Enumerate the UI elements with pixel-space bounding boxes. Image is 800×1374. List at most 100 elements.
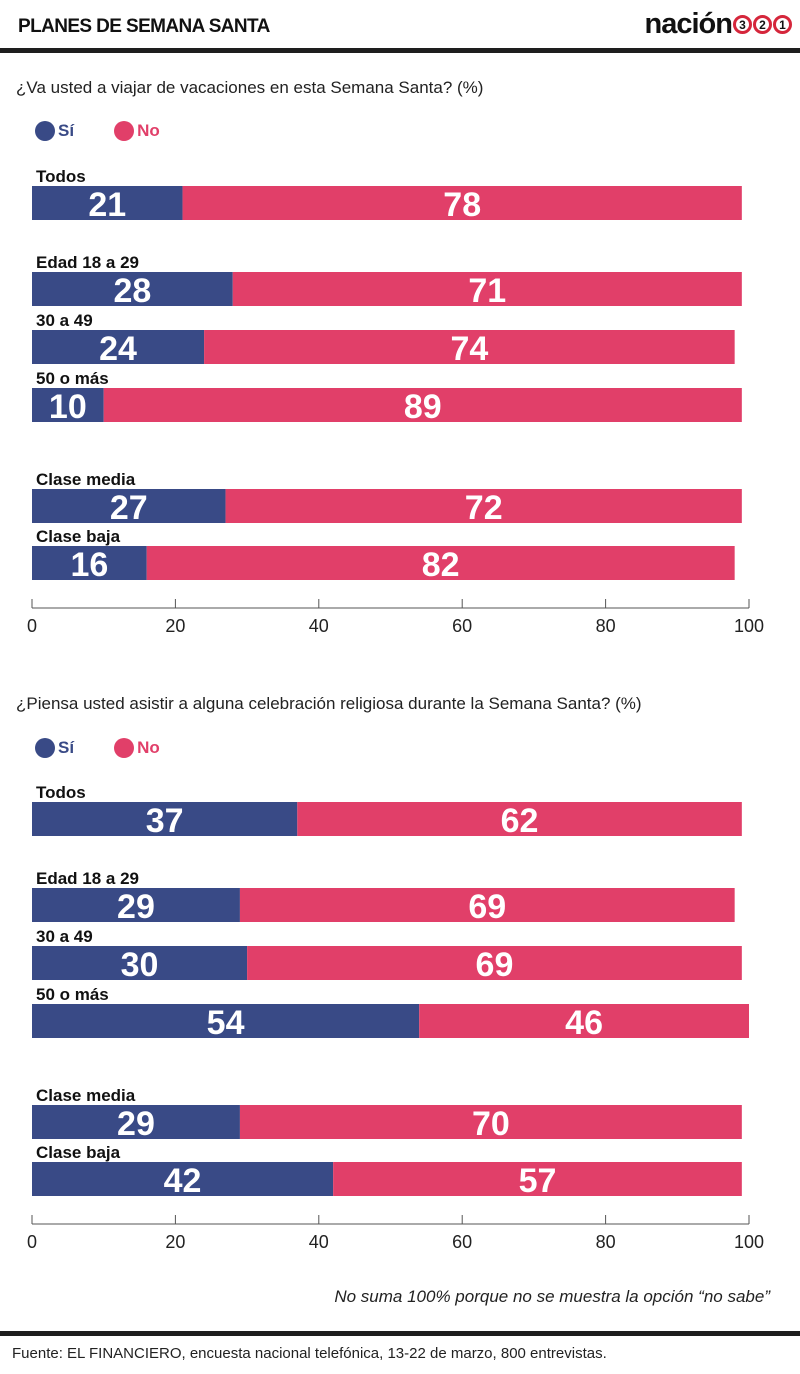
bar-no <box>239 888 735 922</box>
chart-1-title: ¿Va usted a viajar de vacaciones en esta… <box>16 78 484 97</box>
data-label: 30 <box>121 946 159 984</box>
category-label: Todos <box>36 167 86 186</box>
category-label: 50 o más <box>36 369 109 388</box>
legend-label-no: No <box>137 121 160 140</box>
data-label: 69 <box>468 888 506 926</box>
legend-item-no: No <box>114 121 160 141</box>
data-label: 46 <box>565 1004 603 1042</box>
data-label: 21 <box>88 186 126 224</box>
bar-no <box>247 946 742 980</box>
x-tick-label: 0 <box>27 616 37 636</box>
data-label: 78 <box>443 186 481 224</box>
data-label: 74 <box>450 330 488 368</box>
source-text: Fuente: EL FINANCIERO, encuesta nacional… <box>12 1345 607 1362</box>
bar-si <box>32 1162 334 1196</box>
bar-si <box>32 888 240 922</box>
header-divider <box>0 48 800 53</box>
x-tick-label: 0 <box>27 1232 37 1252</box>
data-label: 42 <box>164 1162 202 1200</box>
data-label: 27 <box>110 489 148 527</box>
data-label: 70 <box>472 1105 510 1143</box>
category-label: Edad 18 a 29 <box>36 253 139 272</box>
logo-number-icon: 3 <box>733 15 752 34</box>
legend-dot-si-icon <box>35 121 55 141</box>
x-tick-label: 60 <box>452 1232 472 1252</box>
bar-si <box>32 546 147 580</box>
data-label: 28 <box>113 272 151 310</box>
bar-si <box>32 330 205 364</box>
x-tick-label: 40 <box>309 616 329 636</box>
legend-label-si: Sí <box>58 121 75 140</box>
bar-si <box>32 272 233 306</box>
bar-si <box>32 1004 420 1038</box>
legend-item-no: No <box>114 738 160 758</box>
bar-no <box>182 186 742 220</box>
data-label: 62 <box>501 802 539 840</box>
bar-si <box>32 489 226 523</box>
legend-item-si: Sí <box>35 121 74 141</box>
data-label: 16 <box>70 546 108 584</box>
bar-si <box>32 1105 240 1139</box>
x-tick-label: 80 <box>596 616 616 636</box>
x-tick-label: 100 <box>734 1232 764 1252</box>
category-label: 50 o más <box>36 985 109 1004</box>
bar-no <box>103 388 742 422</box>
page-title: PLANES DE SEMANA SANTA <box>18 16 270 37</box>
x-tick-label: 60 <box>452 616 472 636</box>
bar-si <box>32 186 183 220</box>
x-tick-label: 20 <box>165 616 185 636</box>
bar-si <box>32 802 298 836</box>
legend-dot-si-icon <box>35 738 55 758</box>
legend-item-si: Sí <box>35 738 74 758</box>
x-tick-label: 40 <box>309 1232 329 1252</box>
category-label: Clase baja <box>36 527 121 546</box>
chart-2-title: ¿Piensa usted asistir a alguna celebraci… <box>16 694 642 713</box>
data-label: 37 <box>146 802 184 840</box>
data-label: 29 <box>117 888 155 926</box>
bar-no <box>232 272 742 306</box>
logo-number-icon: 2 <box>753 15 772 34</box>
legend-dot-no-icon <box>114 121 135 141</box>
chart-1-legend: Sí No <box>35 121 200 141</box>
data-label: 72 <box>465 489 503 527</box>
chart-2-legend: Sí No <box>35 738 200 758</box>
footer-divider <box>0 1331 800 1336</box>
logo-wordmark: nación <box>644 8 733 40</box>
category-label: Clase media <box>36 1086 136 1105</box>
x-tick-label: 100 <box>734 616 764 636</box>
bar-no <box>297 802 742 836</box>
bar-no <box>333 1162 742 1196</box>
data-label: 82 <box>422 546 460 584</box>
bar-si <box>32 946 248 980</box>
data-label: 71 <box>468 272 506 310</box>
data-label: 89 <box>404 388 442 426</box>
legend-label-si: Sí <box>58 738 75 757</box>
data-label: 10 <box>49 388 87 426</box>
x-tick-label: 20 <box>165 1232 185 1252</box>
bar-no <box>204 330 735 364</box>
logo: nación 3 2 1 <box>645 8 792 41</box>
category-label: Clase media <box>36 470 136 489</box>
data-label: 54 <box>207 1004 245 1042</box>
x-tick-label: 80 <box>596 1232 616 1252</box>
legend-dot-no-icon <box>114 738 135 758</box>
bar-si <box>32 388 104 422</box>
category-label: Todos <box>36 783 86 802</box>
category-label: 30 a 49 <box>36 927 93 946</box>
data-label: 29 <box>117 1105 155 1143</box>
legend-label-no: No <box>137 738 160 757</box>
category-label: Edad 18 a 29 <box>36 869 139 888</box>
data-label: 24 <box>99 330 137 368</box>
category-label: Clase baja <box>36 1143 121 1162</box>
data-label: 69 <box>476 946 514 984</box>
logo-number-icon: 1 <box>773 15 792 34</box>
footnote: No suma 100% porque no se muestra la opc… <box>334 1287 770 1306</box>
bar-no <box>419 1004 749 1038</box>
bar-no <box>146 546 735 580</box>
bar-no <box>225 489 742 523</box>
data-label: 57 <box>519 1162 557 1200</box>
category-label: 30 a 49 <box>36 311 93 330</box>
bar-no <box>239 1105 742 1139</box>
